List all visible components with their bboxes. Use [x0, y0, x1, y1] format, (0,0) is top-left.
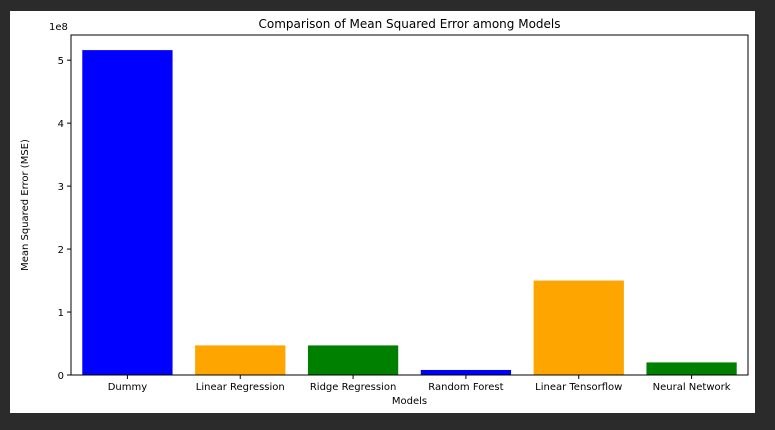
x-tick-label: Dummy — [108, 382, 148, 393]
x-ticks-group: Dummy Linear Regression Ridge Regression Ra… — [108, 375, 731, 393]
y-tick-label: 5 — [58, 56, 64, 67]
y-tick-label: 4 — [58, 119, 64, 130]
y-axis-label: Mean Squared Error (MSE) — [20, 139, 31, 271]
chart-title: Comparison of Mean Squared Error among M… — [259, 17, 561, 31]
bar-ridge-regression — [307, 345, 399, 375]
x-tick-label: Neural Network — [653, 382, 731, 393]
y-tick-label: 3 — [58, 182, 64, 193]
bar-neural-network — [646, 362, 737, 375]
plot-frame — [70, 34, 749, 376]
x-tick-label: Random Forest — [428, 382, 503, 393]
y-tick-label: 0 — [58, 371, 64, 382]
bar-random-forest — [420, 369, 512, 375]
x-axis-label: Models — [392, 396, 427, 407]
y-ticks-group: 0 1 2 3 4 5 — [58, 56, 71, 382]
y-tick-label: 2 — [58, 245, 64, 256]
bar-chart: Comparison of Mean Squared Error among M… — [20, 17, 749, 407]
chart-figure: Comparison of Mean Squared Error among M… — [10, 11, 755, 413]
x-tick-label: Linear Tensorflow — [535, 382, 622, 393]
x-tick-label: Ridge Regression — [310, 382, 396, 393]
y-tick-label: 1 — [58, 308, 64, 319]
bar-linear-regression — [195, 345, 286, 375]
bar-dummy — [82, 50, 173, 375]
bar-linear-tensorflow — [533, 280, 624, 375]
x-tick-label: Linear Regression — [196, 382, 285, 393]
bars-group — [82, 50, 737, 375]
y-axis-offset-label: 1e8 — [49, 22, 68, 33]
